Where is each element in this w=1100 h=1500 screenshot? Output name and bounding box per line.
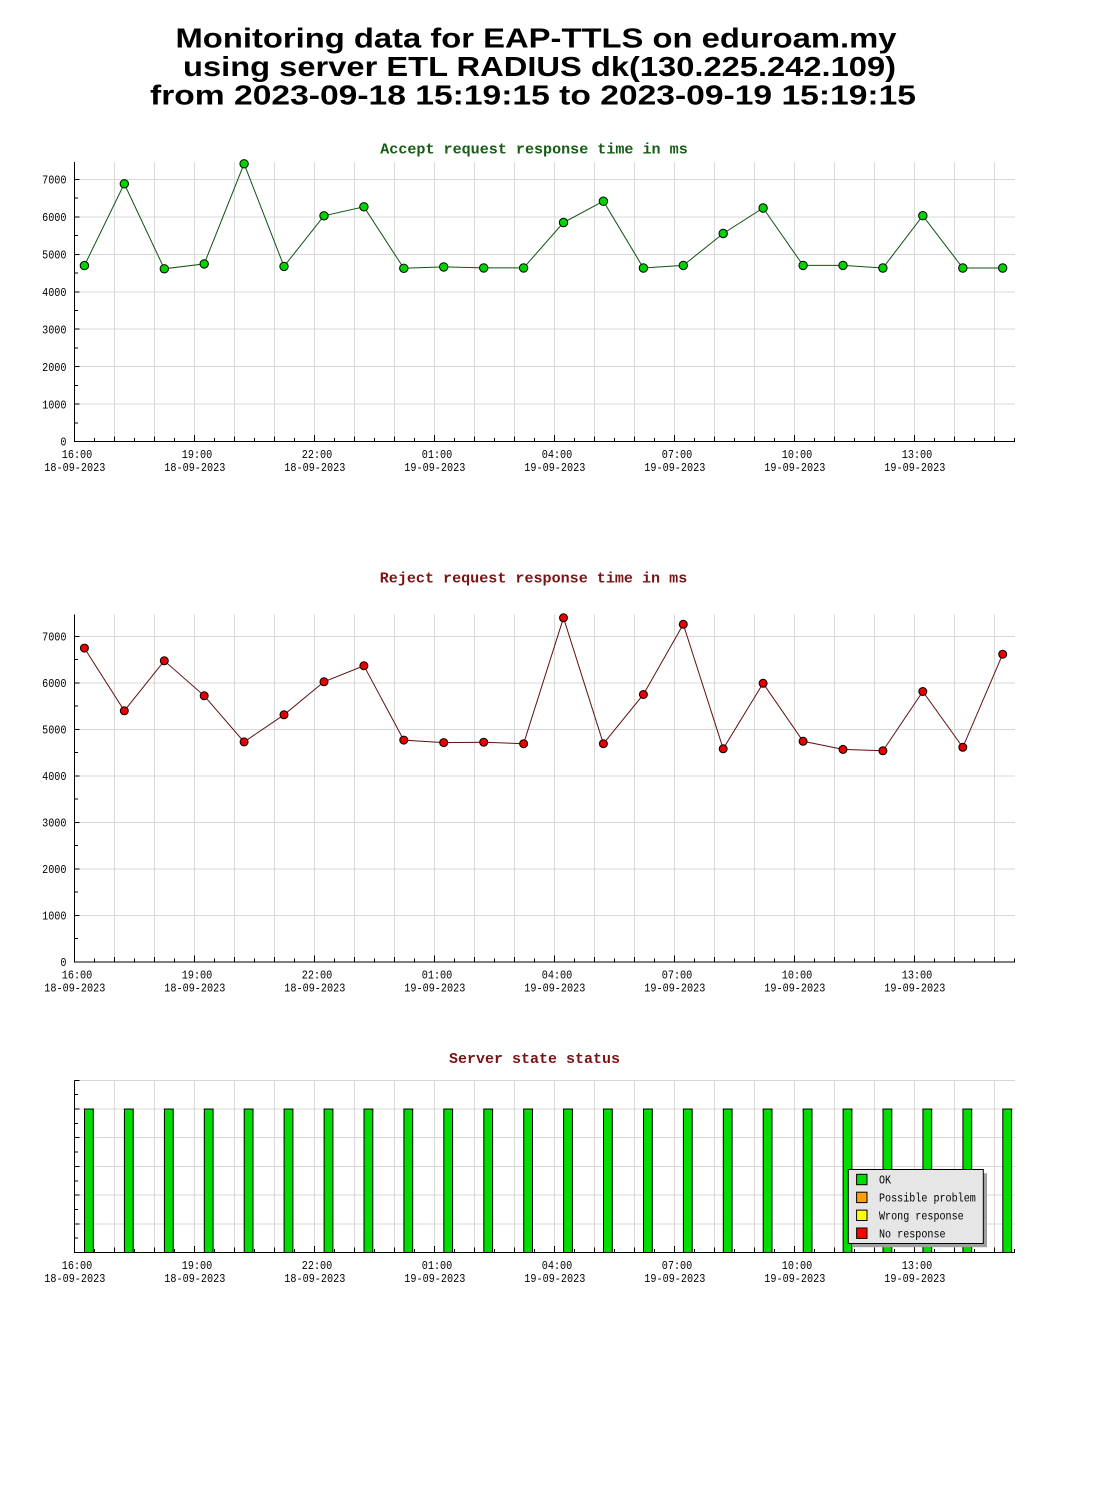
svg-text:10:00: 10:00 [782, 1259, 813, 1273]
svg-text:22:00: 22:00 [302, 969, 333, 983]
svg-text:19-09-2023: 19-09-2023 [404, 461, 465, 475]
svg-text:19-09-2023: 19-09-2023 [644, 461, 705, 475]
svg-text:1000: 1000 [42, 398, 66, 412]
svg-text:01:00: 01:00 [422, 1259, 453, 1273]
svg-text:Wrong response: Wrong response [879, 1210, 964, 1224]
svg-text:from 2023-09-18 15:19:15 to 20: from 2023-09-18 15:19:15 to 2023-09-19 1… [150, 79, 916, 110]
svg-text:19-09-2023: 19-09-2023 [764, 982, 825, 996]
svg-text:16:00: 16:00 [62, 448, 93, 462]
svg-text:07:00: 07:00 [662, 1259, 693, 1273]
svg-text:13:00: 13:00 [902, 448, 933, 462]
svg-text:19-09-2023: 19-09-2023 [644, 1272, 705, 1286]
svg-text:19:00: 19:00 [182, 1259, 213, 1273]
svg-text:13:00: 13:00 [902, 1259, 933, 1273]
svg-text:04:00: 04:00 [542, 448, 573, 462]
svg-text:7000: 7000 [42, 630, 66, 644]
svg-text:07:00: 07:00 [662, 448, 693, 462]
svg-text:19-09-2023: 19-09-2023 [524, 461, 585, 475]
svg-text:22:00: 22:00 [302, 448, 333, 462]
svg-text:Possible problem: Possible problem [879, 1192, 976, 1206]
svg-text:01:00: 01:00 [422, 969, 453, 983]
svg-text:18-09-2023: 18-09-2023 [164, 461, 225, 475]
svg-text:OK: OK [879, 1174, 892, 1188]
svg-text:18-09-2023: 18-09-2023 [284, 982, 345, 996]
svg-text:Server state status: Server state status [449, 1051, 620, 1068]
svg-text:16:00: 16:00 [62, 1259, 93, 1273]
svg-text:5000: 5000 [42, 249, 66, 263]
svg-text:13:00: 13:00 [902, 969, 933, 983]
svg-text:3000: 3000 [42, 817, 66, 831]
svg-text:2000: 2000 [42, 361, 66, 375]
svg-text:10:00: 10:00 [782, 969, 813, 983]
svg-text:Monitoring data for EAP-TTLS o: Monitoring data for EAP-TTLS on eduroam.… [176, 23, 898, 54]
svg-text:2000: 2000 [42, 863, 66, 877]
svg-text:Reject request response time i: Reject request response time in ms [380, 571, 688, 588]
svg-text:16:00: 16:00 [62, 969, 93, 983]
svg-text:0: 0 [60, 956, 66, 970]
svg-text:7000: 7000 [42, 174, 66, 188]
svg-text:01:00: 01:00 [422, 448, 453, 462]
svg-text:19:00: 19:00 [182, 969, 213, 983]
svg-text:4000: 4000 [42, 286, 66, 300]
svg-text:19-09-2023: 19-09-2023 [524, 1272, 585, 1286]
svg-text:6000: 6000 [42, 677, 66, 691]
svg-text:19-09-2023: 19-09-2023 [524, 982, 585, 996]
svg-text:18-09-2023: 18-09-2023 [164, 1272, 225, 1286]
svg-text:19-09-2023: 19-09-2023 [884, 1272, 945, 1286]
svg-text:using server ETL RADIUS dk(130: using server ETL RADIUS dk(130.225.242.1… [183, 51, 896, 82]
svg-text:18-09-2023: 18-09-2023 [44, 982, 105, 996]
svg-text:1000: 1000 [42, 910, 66, 924]
svg-text:19-09-2023: 19-09-2023 [764, 1272, 825, 1286]
svg-text:04:00: 04:00 [542, 1259, 573, 1273]
svg-text:19:00: 19:00 [182, 448, 213, 462]
svg-text:19-09-2023: 19-09-2023 [644, 982, 705, 996]
svg-text:Accept request response time i: Accept request response time in ms [380, 141, 688, 158]
svg-text:04:00: 04:00 [542, 969, 573, 983]
svg-text:19-09-2023: 19-09-2023 [404, 982, 465, 996]
svg-text:18-09-2023: 18-09-2023 [284, 461, 345, 475]
svg-text:4000: 4000 [42, 770, 66, 784]
svg-text:18-09-2023: 18-09-2023 [164, 982, 225, 996]
svg-text:19-09-2023: 19-09-2023 [884, 461, 945, 475]
svg-text:5000: 5000 [42, 724, 66, 738]
svg-text:3000: 3000 [42, 323, 66, 337]
svg-text:6000: 6000 [42, 211, 66, 225]
svg-text:18-09-2023: 18-09-2023 [284, 1272, 345, 1286]
svg-text:19-09-2023: 19-09-2023 [764, 461, 825, 475]
svg-text:10:00: 10:00 [782, 448, 813, 462]
svg-text:22:00: 22:00 [302, 1259, 333, 1273]
svg-text:18-09-2023: 18-09-2023 [44, 1272, 105, 1286]
svg-text:No response: No response [879, 1227, 946, 1241]
svg-text:07:00: 07:00 [662, 969, 693, 983]
svg-text:18-09-2023: 18-09-2023 [44, 461, 105, 475]
svg-text:0: 0 [60, 436, 66, 450]
svg-text:19-09-2023: 19-09-2023 [884, 982, 945, 996]
svg-text:19-09-2023: 19-09-2023 [404, 1272, 465, 1286]
